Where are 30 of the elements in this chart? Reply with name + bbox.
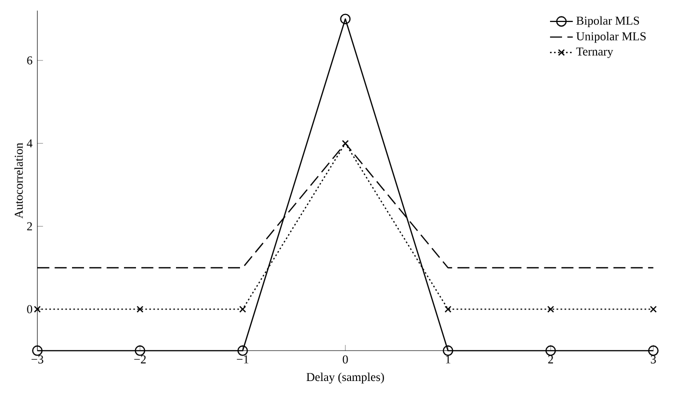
point xyxy=(444,306,452,313)
y-tick-label: 2 xyxy=(27,222,32,230)
x-tick-label: 2 xyxy=(548,355,553,364)
x-axis-title: Delay (samples) xyxy=(306,372,384,384)
point xyxy=(442,345,454,356)
point xyxy=(237,345,248,356)
x-tick-label: 0 xyxy=(342,355,348,364)
point xyxy=(650,306,657,313)
point xyxy=(648,345,659,356)
point xyxy=(32,345,43,356)
point xyxy=(34,306,41,313)
x-tick-label: −2 xyxy=(134,355,146,364)
x-tick-label: −3 xyxy=(32,355,44,364)
y-tick-label: 4 xyxy=(26,139,32,148)
x-tick-label: 1 xyxy=(446,355,450,364)
legend-label: Bipolar MLS xyxy=(576,16,639,28)
point xyxy=(136,306,144,313)
y-axis-title: Autocorrelation xyxy=(14,142,23,219)
x-tick-label: −1 xyxy=(236,355,248,364)
point xyxy=(134,345,146,356)
x-tick-label: 3 xyxy=(650,355,656,364)
point xyxy=(239,306,246,313)
point xyxy=(547,306,554,313)
legend-label: Ternary xyxy=(576,48,614,58)
point xyxy=(340,14,351,24)
y-tick-label: 6 xyxy=(27,56,32,64)
point xyxy=(342,140,349,147)
point xyxy=(545,345,556,356)
y-tick-label: 0 xyxy=(27,305,32,314)
legend-label: Unipolar MLS xyxy=(576,32,646,43)
